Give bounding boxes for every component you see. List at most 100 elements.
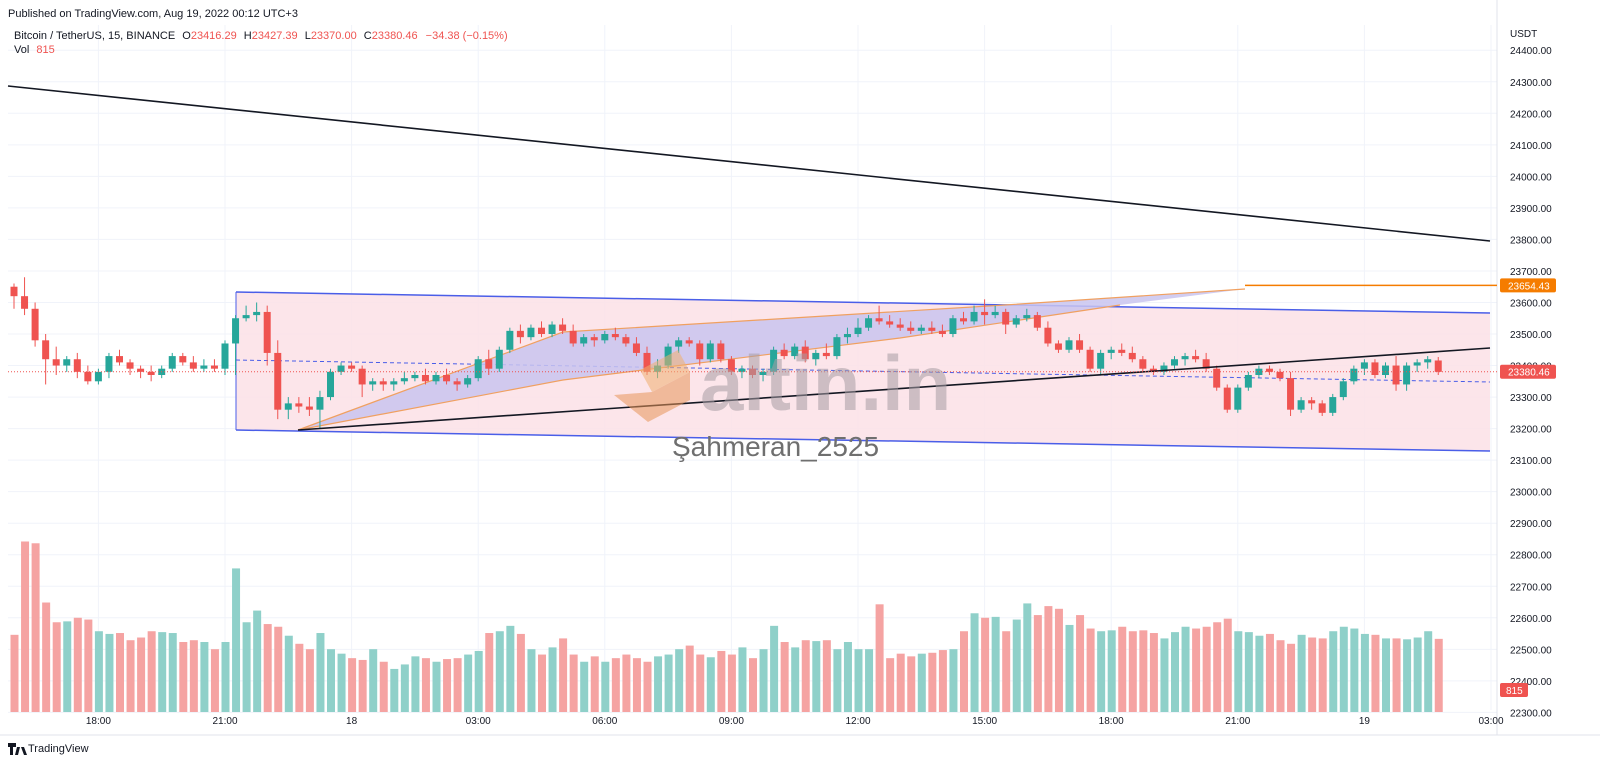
volume-bar-95 [1012, 619, 1021, 712]
volume-bar-52 [559, 638, 568, 712]
candle-body-50 [538, 327, 545, 335]
candle-body-129 [1371, 362, 1379, 375]
volume-bar-120 [1276, 640, 1285, 712]
o-value: 23416.29 [191, 30, 237, 42]
volume-bar-118 [1255, 635, 1264, 712]
volume-bar-42 [453, 658, 462, 712]
candle-body-101 [1076, 340, 1084, 350]
volume-bar-19 [210, 649, 219, 712]
overlays [7, 85, 1497, 431]
y-tick-2: 24200.00 [1510, 109, 1552, 120]
volume-bar-114 [1213, 622, 1222, 712]
candle-body-78 [833, 337, 841, 357]
volume-bar-58 [622, 654, 631, 712]
long-trendline [7, 85, 1491, 242]
candle-body-37 [400, 378, 408, 382]
candle-body-82 [875, 318, 883, 322]
candle-body-113 [1202, 359, 1210, 369]
volume-bar-55 [590, 656, 599, 712]
candle-body-64 [685, 340, 693, 344]
volume-bar-123 [1308, 637, 1317, 712]
candle-body-128 [1360, 362, 1368, 369]
volume-bar-89 [949, 649, 958, 712]
y-tick-15: 22900.00 [1510, 519, 1552, 530]
x-tick-9: 21:00 [1225, 716, 1250, 727]
candle-body-56 [601, 334, 609, 341]
candle-body-80 [854, 327, 862, 335]
candle-body-95 [1012, 318, 1020, 325]
x-tick-0: 18:00 [86, 716, 111, 727]
volume-bar-21 [232, 568, 241, 712]
x-tick-11: 03:00 [1478, 716, 1503, 727]
currency-label: USDT [1510, 29, 1537, 40]
volume-bar-78 [833, 649, 842, 712]
volume-bar-133 [1413, 637, 1422, 712]
volume-bar-115 [1223, 618, 1232, 712]
volume-bar-24 [263, 624, 272, 712]
volume-bar-101 [1076, 615, 1085, 712]
volume-bar-97 [1033, 615, 1042, 712]
candle-body-26 [284, 403, 292, 410]
volume-bar-37 [400, 664, 409, 712]
volume-bar-8 [94, 631, 103, 712]
candle-body-22 [242, 315, 250, 319]
volume-bar-126 [1339, 626, 1348, 712]
y-tick-9: 23500.00 [1510, 330, 1552, 341]
candle-body-131 [1392, 365, 1400, 385]
volume-bar-29 [316, 633, 325, 712]
volume-bar-92 [981, 617, 990, 712]
candle-body-91 [970, 311, 978, 322]
candle-body-76 [812, 352, 820, 360]
volume-bar-7 [84, 619, 93, 712]
candle-body-6 [73, 359, 81, 372]
volume-bar-84 [896, 653, 905, 712]
y-tick-20: 22400.00 [1510, 677, 1552, 688]
candle-body-85 [907, 327, 915, 331]
candle-body-46 [495, 349, 503, 369]
volume-bar-100 [1065, 624, 1074, 712]
candle-body-68 [727, 359, 735, 372]
volume-legend[interactable]: Vol 815 [14, 44, 55, 56]
volume-bar-15 [168, 633, 177, 712]
h-value: 23427.39 [252, 30, 298, 42]
tradingview-brand[interactable]: TradingView [8, 743, 89, 755]
volume-bar-28 [305, 649, 314, 712]
volume-bar-59 [632, 658, 641, 712]
symbol-legend[interactable]: Bitcoin / TetherUS, 15, BINANCE O23416.2… [14, 30, 508, 42]
c-label: C [364, 30, 372, 42]
volume-bar-3 [42, 602, 51, 712]
candle-body-117 [1244, 375, 1252, 388]
volume-bar-26 [284, 635, 293, 712]
candle-body-48 [516, 330, 524, 338]
candle-body-118 [1255, 368, 1263, 375]
candle-body-24 [263, 311, 271, 353]
candle-body-79 [843, 334, 851, 338]
change-value: −34.38 (−0.15%) [426, 30, 508, 42]
channel-bottom [235, 429, 1491, 452]
candle-body-7 [84, 371, 92, 382]
y-tick-11: 23300.00 [1510, 393, 1552, 404]
candle-body-65 [696, 343, 704, 360]
volume-bar-109 [1160, 638, 1169, 712]
volume-bar-130 [1382, 638, 1390, 712]
watermark-author: Şahmeran_2525 [672, 431, 879, 462]
volume-bar-53 [569, 654, 578, 712]
candle-body-10 [116, 356, 123, 363]
volume-bar-88 [938, 650, 947, 712]
volume-bar-105 [1118, 626, 1127, 712]
volume-bar-91 [970, 613, 979, 712]
candle-body-109 [1160, 365, 1168, 372]
candle-body-120 [1276, 371, 1284, 379]
candle-body-17 [189, 362, 197, 369]
candle-body-90 [960, 318, 967, 322]
candle-body-134 [1424, 359, 1432, 363]
volume-bar-20 [221, 642, 230, 712]
volume-bar-72 [770, 625, 779, 712]
watermark: altin.in [614, 339, 951, 427]
y-tick-8: 23600.00 [1510, 298, 1552, 309]
volume-bar-36 [390, 668, 399, 712]
candle-body-5 [63, 359, 71, 366]
candle-body-38 [411, 375, 419, 379]
volume-bar-66 [706, 657, 715, 712]
